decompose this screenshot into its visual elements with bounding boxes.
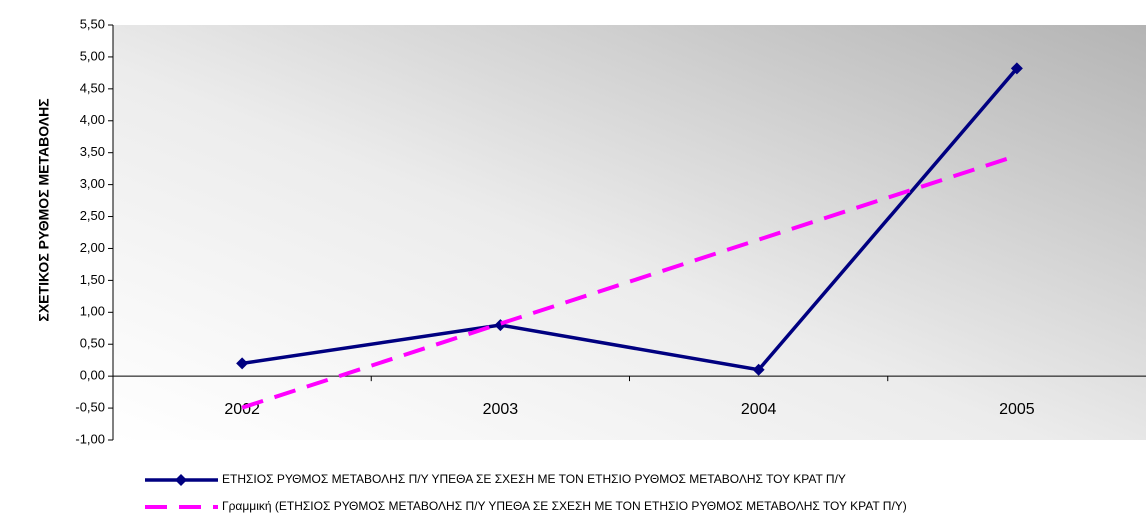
x-tick-label: 2003 xyxy=(483,401,519,418)
plot-area xyxy=(113,25,1146,440)
legend-label: Γραμμική (ΕΤΗΣΙΟΣ ΡΥΘΜΟΣ ΜΕΤΑΒΟΛΗΣ Π/Υ Υ… xyxy=(222,499,907,513)
y-axis-title: ΣΧΕΤΙΚΟΣ ΡΥΘΜΟΣ ΜΕΤΑΒΟΛΗΣ xyxy=(36,98,52,321)
y-tick-label: 5,50 xyxy=(80,16,105,31)
x-tick-label: 2004 xyxy=(741,401,777,418)
marker xyxy=(1010,62,1023,75)
marker xyxy=(236,357,249,370)
y-tick-label: 2,00 xyxy=(80,240,105,255)
y-tick-label: 1,50 xyxy=(80,272,105,287)
y-tick-label: -0,50 xyxy=(75,400,105,415)
y-tick-label: 2,50 xyxy=(80,208,105,223)
y-tick-label: 3,00 xyxy=(80,176,105,191)
y-tick-label: 4,50 xyxy=(80,80,105,95)
y-tick-label: 4,00 xyxy=(80,112,105,127)
series-line xyxy=(241,67,1019,372)
y-tick-label: 3,50 xyxy=(80,144,105,159)
y-tick-label: -1,00 xyxy=(75,431,105,446)
y-tick-label: 1,00 xyxy=(80,304,105,319)
y-tick-label: 0,50 xyxy=(80,336,105,351)
legend-marker xyxy=(175,474,187,486)
x-tick-label: 2005 xyxy=(999,401,1035,418)
legend-label: ΕΤΗΣΙΟΣ ΡΥΘΜΟΣ ΜΕΤΑΒΟΛΗΣ Π/Υ ΥΠΕΘΑ ΣΕ ΣΧ… xyxy=(222,472,846,486)
marker xyxy=(752,363,765,376)
y-tick-label: 5,00 xyxy=(80,48,105,63)
y-tick-label: 0,00 xyxy=(80,368,105,383)
